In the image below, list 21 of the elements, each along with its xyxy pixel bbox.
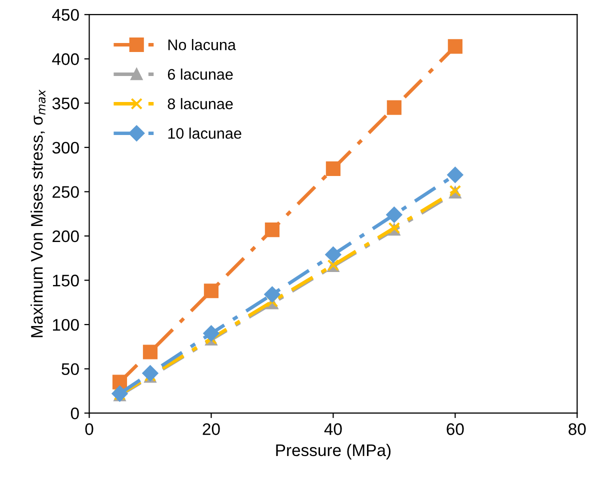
- y-tick-label: 250: [52, 186, 79, 198]
- x-axis-title: Pressure (MPa): [276, 444, 391, 460]
- legend-label: No lacuna: [168, 39, 236, 50]
- y-tick-label: 0: [70, 408, 79, 420]
- y-tick-label: 400: [52, 53, 79, 66]
- y-tick-label: 200: [52, 230, 79, 242]
- y-tick-label: 100: [52, 318, 79, 331]
- y-tick-label: 350: [52, 98, 79, 110]
- legend-label: 10 lacunae: [168, 128, 242, 139]
- x-tick-label: 20: [202, 423, 220, 436]
- y-tick-label: 450: [52, 8, 79, 21]
- y-tick-label: 300: [52, 142, 79, 154]
- y-tick-label: 150: [52, 274, 79, 286]
- x-tick-label: 60: [446, 423, 464, 436]
- x-tick-label: 40: [324, 423, 342, 436]
- y-axis-title: Maximum Von Mises stress, σ$_{max}$: [30, 90, 46, 338]
- y-tick-label: 50: [62, 363, 79, 376]
- x-tick-label: 0: [85, 423, 94, 436]
- legend-label: 6 lacunae: [168, 68, 233, 80]
- legend-label: 8 lacunae: [168, 98, 233, 110]
- x-tick-label: 80: [568, 423, 586, 436]
